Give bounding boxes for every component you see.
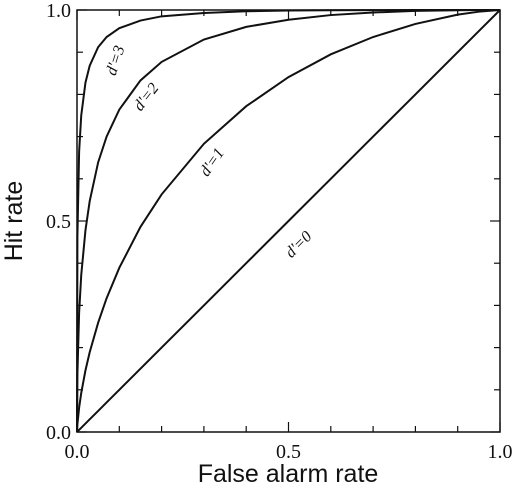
roc-curve [76, 9, 500, 433]
curve-label: d'=2 [130, 80, 162, 114]
x-tick-label: 0.5 [276, 441, 301, 463]
curve-label: d'=1 [197, 145, 228, 180]
y-axis-title: Hit rate [0, 181, 28, 262]
x-axis-title: False alarm rate [198, 460, 379, 488]
roc-curve [76, 9, 501, 433]
curve-label: d'=3 [103, 44, 129, 78]
roc-curve [76, 9, 501, 433]
curve-label: d'=0 [282, 228, 315, 261]
y-tick-label: 1.0 [46, 0, 71, 22]
x-tick-label: 0.0 [65, 441, 90, 463]
y-tick-label: 0.5 [46, 211, 71, 233]
roc-curve [76, 9, 501, 433]
y-tick-label: 0.0 [46, 422, 71, 444]
x-tick-label: 1.0 [488, 441, 513, 463]
